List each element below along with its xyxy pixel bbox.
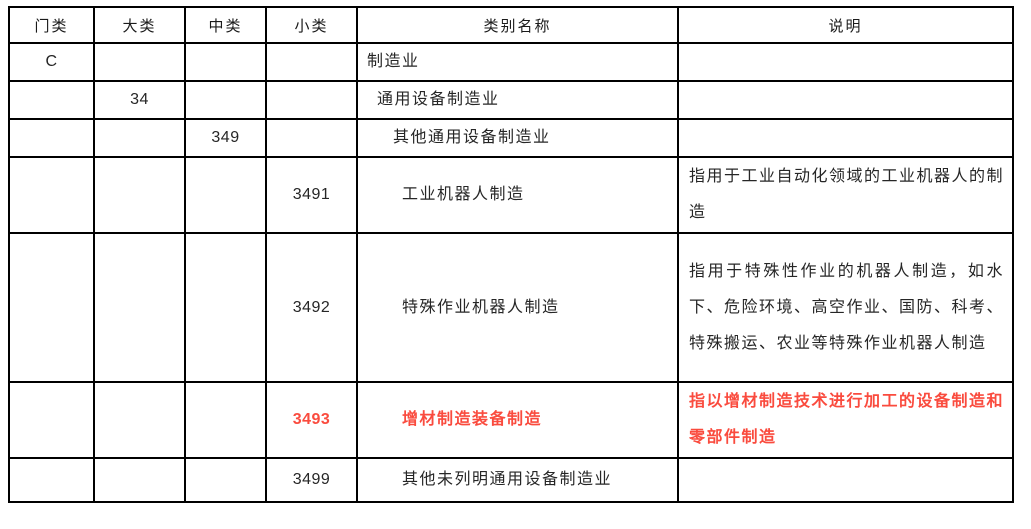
cell-code-group [184, 457, 267, 503]
table-row: C 制造业 [8, 42, 1014, 82]
cell-description [677, 42, 1014, 82]
cell-code-group [184, 156, 267, 234]
cell-code-section [8, 232, 95, 383]
cell-code-class: 3499 [265, 457, 358, 503]
cell-description [677, 457, 1014, 503]
cell-category-name: 增材制造装备制造 [356, 381, 679, 459]
table-row: 3493 增材制造装备制造 指以增材制造技术进行加工的设备制造和零部件制造 [8, 381, 1014, 459]
cell-code-division [93, 42, 186, 82]
cell-description: 指以增材制造技术进行加工的设备制造和零部件制造 [677, 381, 1014, 459]
cell-code-section: C [8, 42, 95, 82]
cell-category-name: 通用设备制造业 [356, 80, 679, 120]
cell-category-name: 工业机器人制造 [356, 156, 679, 234]
cell-category-name: 特殊作业机器人制造 [356, 232, 679, 383]
header-division: 大类 [93, 6, 186, 44]
cell-code-section [8, 457, 95, 503]
cell-code-section [8, 381, 95, 459]
table-header: 门类 大类 中类 小类 类别名称 说明 [8, 6, 1014, 44]
table-row: 3499 其他未列明通用设备制造业 [8, 457, 1014, 503]
cell-code-class: 3491 [265, 156, 358, 234]
cell-category-name: 制造业 [356, 42, 679, 82]
cell-description [677, 118, 1014, 158]
cell-code-section [8, 80, 95, 120]
cell-code-class: 3493 [265, 381, 358, 459]
cell-code-division [93, 118, 186, 158]
cell-code-group [184, 42, 267, 82]
cell-code-class [265, 80, 358, 120]
cell-code-group [184, 232, 267, 383]
table-row: 3492 特殊作业机器人制造 指用于特殊性作业的机器人制造，如水下、危险环境、高空作… [8, 232, 1014, 383]
cell-code-division [93, 457, 186, 503]
classification-table: 门类 大类 中类 小类 类别名称 说明 C 制造业 34 通用设备制造业 349 其他通用… [8, 6, 1014, 503]
cell-code-division [93, 156, 186, 234]
table-row: 3491 工业机器人制造 指用于工业自动化领域的工业机器人的制造 [8, 156, 1014, 234]
cell-code-class [265, 42, 358, 82]
cell-description: 指用于特殊性作业的机器人制造，如水下、危险环境、高空作业、国防、科考、特殊搬运、… [677, 232, 1014, 383]
cell-code-group: 349 [184, 118, 267, 158]
cell-code-section [8, 118, 95, 158]
header-category-name: 类别名称 [356, 6, 679, 44]
cell-code-class: 3492 [265, 232, 358, 383]
cell-description: 指用于工业自动化领域的工业机器人的制造 [677, 156, 1014, 234]
cell-code-division [93, 381, 186, 459]
cell-code-group [184, 80, 267, 120]
header-group: 中类 [184, 6, 267, 44]
cell-category-name: 其他通用设备制造业 [356, 118, 679, 158]
table-row: 349 其他通用设备制造业 [8, 118, 1014, 158]
header-class: 小类 [265, 6, 358, 44]
cell-category-name: 其他未列明通用设备制造业 [356, 457, 679, 503]
header-row: 门类 大类 中类 小类 类别名称 说明 [8, 6, 1014, 44]
cell-code-division: 34 [93, 80, 186, 120]
header-description: 说明 [677, 6, 1014, 44]
header-section: 门类 [8, 6, 95, 44]
cell-description [677, 80, 1014, 120]
cell-code-section [8, 156, 95, 234]
table-body: C 制造业 34 通用设备制造业 349 其他通用设备制造业 3491 工业机器人制造 指用于工… [8, 42, 1014, 503]
table-row: 34 通用设备制造业 [8, 80, 1014, 120]
cell-code-division [93, 232, 186, 383]
cell-code-class [265, 118, 358, 158]
cell-code-group [184, 381, 267, 459]
